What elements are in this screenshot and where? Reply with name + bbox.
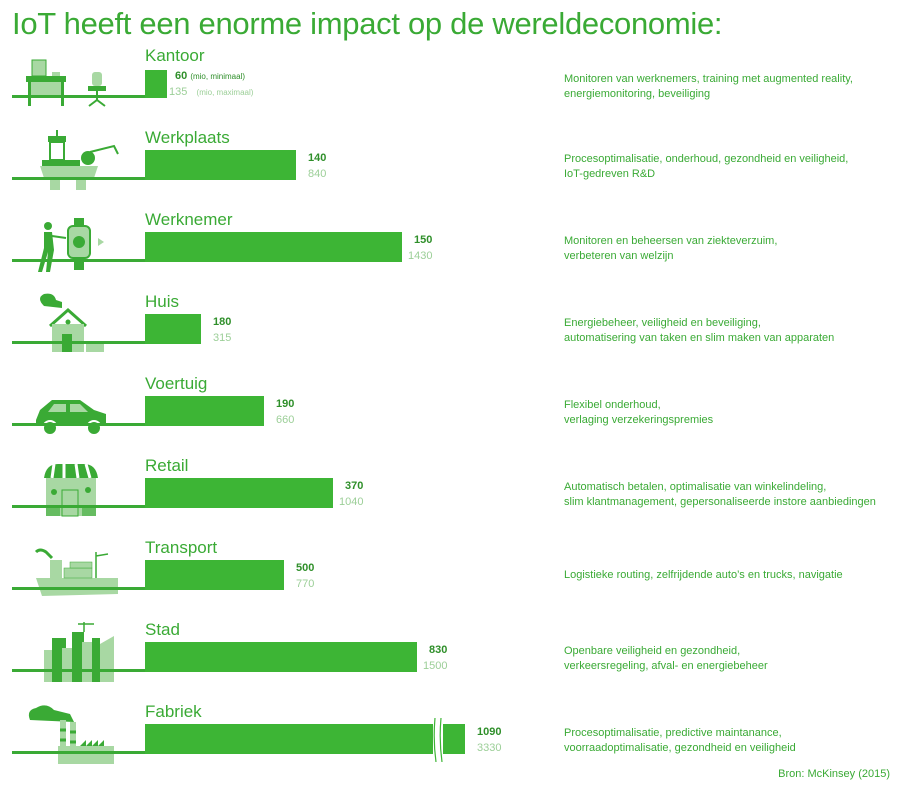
value-max: 135 (mio, maximaal) — [169, 86, 254, 98]
description: Openbare veiligheid en gezondheid, verkee… — [564, 644, 894, 674]
chart-row: Voertuig 190 660 Flexibel onderhoud, verl… — [0, 374, 900, 456]
value-max: 660 — [276, 414, 295, 426]
bar-fabriek — [145, 724, 465, 754]
description: Energiebeheer, veiligheid en beveiliging… — [564, 316, 894, 346]
bar-huis — [145, 314, 201, 344]
value-min: 1090 — [477, 726, 502, 738]
description-line-2: verkeersregeling, afval- en energiebehee… — [564, 660, 768, 672]
bar-stad — [145, 642, 417, 672]
value-max: 315 — [213, 332, 232, 344]
chart-row: Kantoor 60 (mio, minimaal) 135 (mio, max… — [0, 46, 900, 128]
value-min: 150 — [414, 234, 433, 246]
value-min: 190 — [276, 398, 295, 410]
chart-title: IoT heeft een enorme impact op de wereld… — [12, 6, 723, 41]
bar-transport — [145, 560, 284, 590]
description-line-2: verlaging verzekeringspremies — [564, 414, 714, 426]
factory-icon — [28, 705, 114, 764]
description-line-2: verbeteren van welzijn — [564, 250, 674, 262]
house-icon — [40, 293, 104, 352]
description: Procesoptimalisatie, onderhoud, gezondhe… — [564, 152, 894, 182]
category-label: Voertuig — [145, 374, 208, 393]
value-max: 840 — [308, 168, 327, 180]
description-line-2: voorraadoptimalisatie, gezondheid en vei… — [564, 742, 796, 754]
category-label: Fabriek — [145, 702, 202, 721]
bar-werknemer — [145, 232, 402, 262]
description: Procesoptimalisatie, predictive maintana… — [564, 726, 894, 756]
oil-rig-icon — [40, 130, 119, 190]
value-max: 3330 — [477, 742, 502, 754]
bar-retail — [145, 478, 333, 508]
ground-line — [12, 423, 264, 426]
description-line-2: automatisering van taken en slim maken v… — [564, 332, 835, 344]
category-label: Werknemer — [145, 210, 233, 229]
bar-werkplaats — [145, 150, 296, 180]
value-min: 830 — [429, 644, 448, 656]
category-label: Retail — [145, 456, 189, 475]
unit-min-label: (mio, minimaal) — [190, 72, 245, 81]
unit-max-label: (mio, maximaal) — [196, 88, 254, 97]
value-max: 1500 — [423, 660, 448, 672]
chart-row: Retail 370 1040 Automatisch betalen, opt… — [0, 456, 900, 538]
city-icon — [44, 622, 114, 682]
bar-voertuig — [145, 396, 264, 426]
description-line-1: Procesoptimalisatie, predictive maintana… — [564, 727, 782, 739]
value-min: 140 — [308, 152, 327, 164]
description-line-1: Logistieke routing, zelfrijdende auto’s … — [564, 569, 843, 581]
description-line-2: slim klantmanagement, gepersonaliseerde … — [564, 496, 876, 508]
category-label: Stad — [145, 620, 180, 639]
ground-line — [12, 341, 201, 344]
office-desk-icon — [26, 59, 106, 107]
chart-row: Werknemer 150 1430 Monitoren en beheerse… — [0, 210, 900, 292]
value-min: 60 (mio, minimaal) — [175, 70, 245, 82]
chart-row: Stad 830 1500 Openbare veiligheid en gez… — [0, 620, 900, 702]
axis-break-icon — [433, 717, 443, 763]
cargo-ship-icon — [34, 548, 118, 596]
description: Flexibel onderhoud, verlaging verzekering… — [564, 398, 894, 428]
description-line-1: Automatisch betalen, optimalisatie van w… — [564, 481, 827, 493]
value-min: 500 — [296, 562, 315, 574]
description-line-1: Procesoptimalisatie, onderhoud, gezondhe… — [564, 153, 849, 165]
value-max: 1040 — [339, 496, 364, 508]
description-line-2: energiemonitoring, beveiliging — [564, 88, 711, 100]
description-line-1: Monitoren en beheersen van ziekteverzuim… — [564, 235, 778, 247]
description: Monitoren en beheersen van ziekteverzuim… — [564, 234, 894, 264]
description: Monitoren van werknemers, training met a… — [564, 72, 894, 102]
description: Automatisch betalen, optimalisatie van w… — [564, 480, 894, 510]
bar-kantoor — [145, 70, 167, 98]
chart-row: Huis 180 315 Energiebeheer, veiligheid e… — [0, 292, 900, 374]
value-max: 1430 — [408, 250, 433, 262]
description-line-1: Energiebeheer, veiligheid en beveiliging… — [564, 317, 761, 329]
car-icon — [36, 400, 106, 436]
smartwatch-worker-icon — [38, 218, 104, 272]
description-line-1: Openbare veiligheid en gezondheid, — [564, 645, 741, 657]
source-note: Bron: McKinsey (2015) — [778, 768, 890, 780]
chart-row: Fabriek 1090 3330 Procesoptimalisatie, p… — [0, 702, 900, 784]
description-line-1: Flexibel onderhoud, — [564, 399, 661, 411]
value-min: 180 — [213, 316, 232, 328]
shop-icon — [44, 463, 98, 517]
ground-line — [12, 95, 167, 98]
category-label: Kantoor — [145, 46, 205, 65]
category-label: Huis — [145, 292, 180, 311]
description-line-2: IoT-gedreven R&D — [564, 168, 656, 180]
category-label: Werkplaats — [145, 128, 230, 147]
value-min: 370 — [345, 480, 364, 492]
description: Logistieke routing, zelfrijdende auto’s … — [564, 568, 894, 583]
description-line-1: Monitoren van werknemers, training met a… — [564, 73, 853, 85]
value-max: 770 — [296, 578, 315, 590]
chart-row: Werkplaats 140 840 Procesoptimalisatie, … — [0, 128, 900, 210]
category-label: Transport — [145, 538, 218, 557]
chart-row: Transport 500 770 Logistieke routing, ze… — [0, 538, 900, 620]
